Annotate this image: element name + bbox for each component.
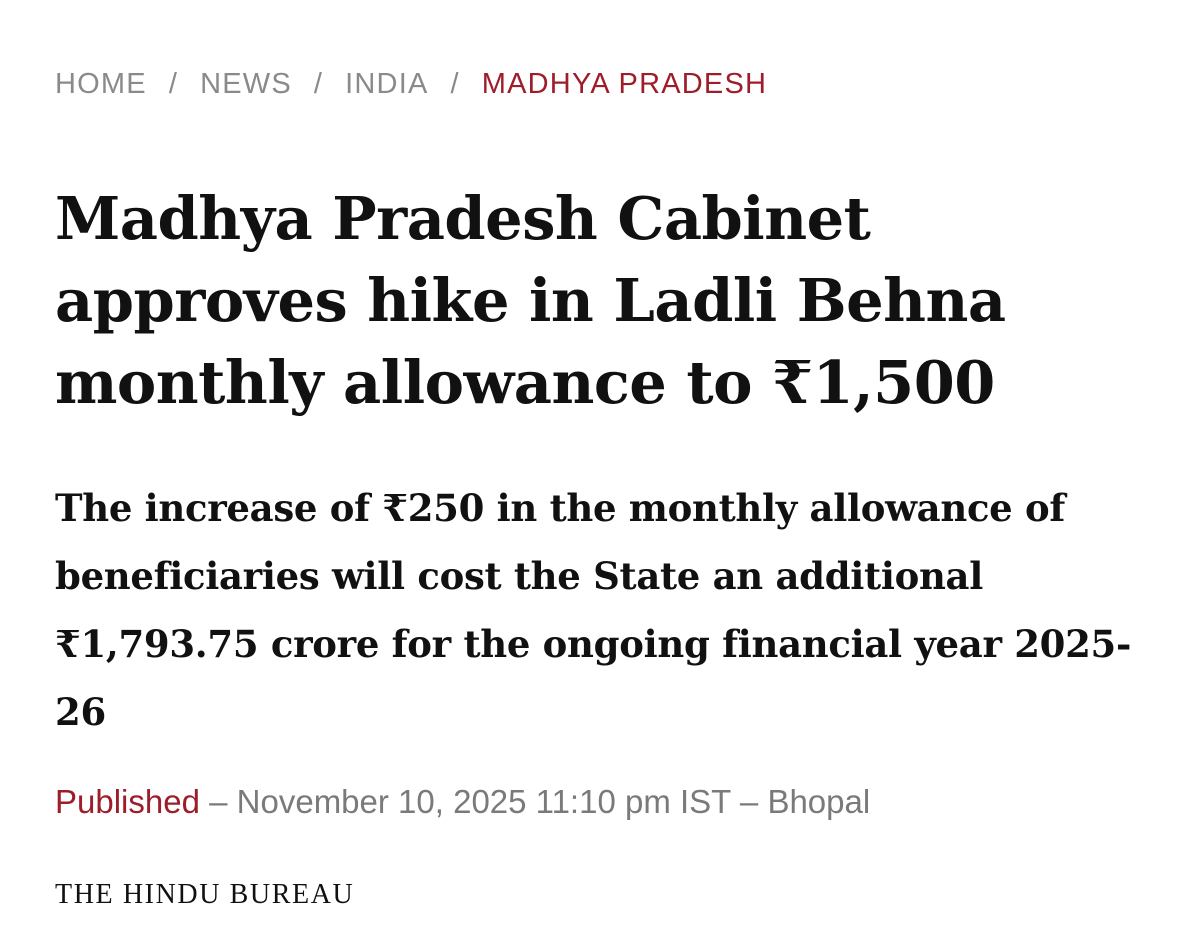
article-subheadline: The increase of ₹250 in the monthly allo…	[55, 486, 1132, 734]
breadcrumb-separator: /	[313, 68, 324, 100]
article-headline: Madhya Pradesh Cabinet approves hike in …	[55, 184, 1006, 417]
published-label: Published	[55, 783, 200, 820]
breadcrumb-home-link[interactable]: HOME	[55, 68, 147, 100]
published-location: Bhopal	[767, 783, 871, 820]
breadcrumb-madhya-pradesh-link[interactable]: MADHYA PRADESH	[481, 68, 768, 100]
published-separator: –	[199, 783, 237, 820]
author-byline[interactable]: THE HINDU BUREAU	[55, 879, 355, 910]
breadcrumb-separator: /	[450, 68, 460, 100]
publish-info: Published – November 10, 2025 11:10 pm I…	[55, 780, 870, 824]
breadcrumb-india-link[interactable]: INDIA	[345, 68, 429, 100]
published-separator: –	[730, 783, 768, 820]
breadcrumb-separator: /	[168, 68, 179, 100]
breadcrumb-news-link[interactable]: NEWS	[200, 68, 292, 100]
breadcrumb: HOME / NEWS / INDIA / MADHYA PRADESH	[55, 66, 767, 102]
published-datetime: November 10, 2025 11:10 pm IST	[236, 783, 731, 820]
